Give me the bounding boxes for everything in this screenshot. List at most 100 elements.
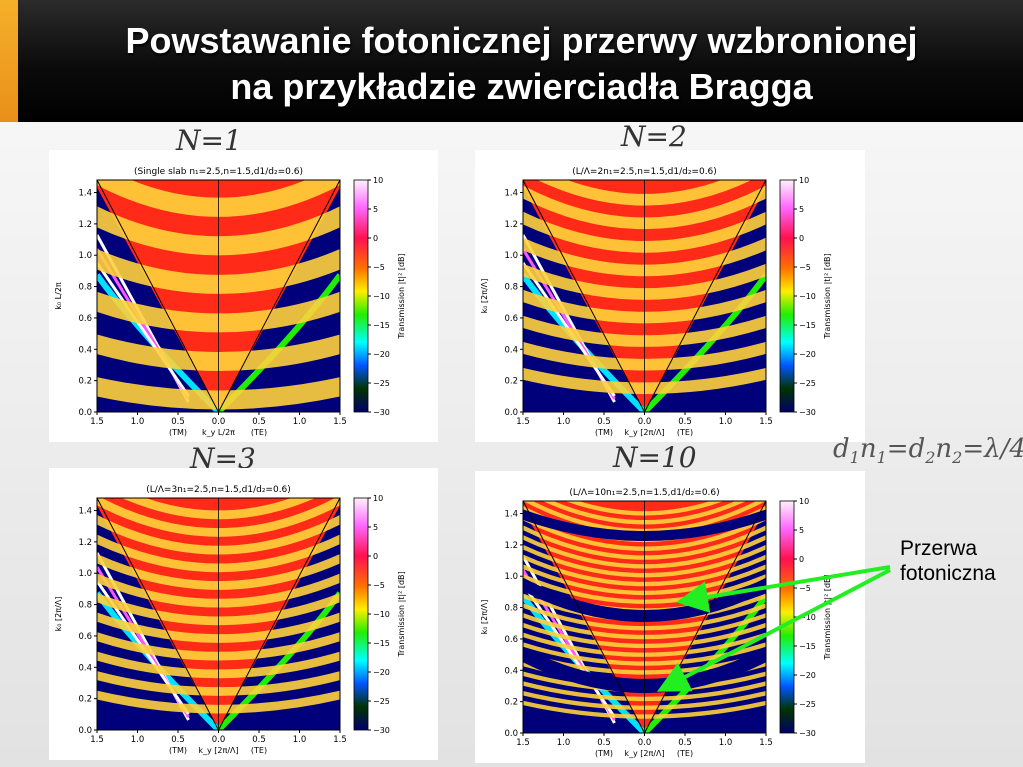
panel-4-n-label: N=10 bbox=[613, 441, 697, 474]
colorbar-tick-label: 0 bbox=[799, 234, 804, 243]
colorbar-tick-label: 5 bbox=[373, 523, 378, 532]
plot-title: (L/Λ=10n₁=2.5,n=1.5,d1/d₂=0.6) bbox=[569, 488, 719, 498]
annotation-line-2: fotoniczna bbox=[900, 562, 996, 585]
x-tick-label: 1.5 bbox=[516, 417, 530, 427]
x-tick-label: 0.5 bbox=[171, 417, 185, 427]
header-accent-bar bbox=[0, 0, 18, 122]
x-tick-label: 0.0 bbox=[212, 417, 226, 427]
y-tick-label: 0.8 bbox=[504, 604, 518, 614]
colorbar-tick-label: −30 bbox=[799, 408, 816, 417]
tm-label: (TM) bbox=[169, 746, 187, 755]
light-line-left bbox=[523, 501, 645, 733]
x-tick-label: 1.0 bbox=[557, 738, 571, 748]
plot-panel-1: (Single slab n₁=2.5,n=1.5,d1/d₂=0.6) 1.5 1… bbox=[49, 150, 438, 442]
y-axis-label: k₀ [2π/Λ] bbox=[480, 279, 489, 314]
colorbar-tick-label: −15 bbox=[799, 321, 816, 330]
y-tick-label: 1.2 bbox=[78, 538, 92, 548]
y-tick-label: 0.2 bbox=[78, 695, 92, 705]
y-tick-label: 1.4 bbox=[504, 189, 518, 199]
x-tick-label: 0.5 bbox=[597, 417, 611, 427]
y-tick-label: 0.6 bbox=[504, 314, 518, 324]
y-tick-label: 0.4 bbox=[78, 663, 92, 673]
transmission-map-n1: (Single slab n₁=2.5,n=1.5,d1/d₂=0.6) 1.5 1… bbox=[54, 167, 406, 437]
tm-label: (TM) bbox=[169, 428, 187, 437]
colorbar-tick-label: −15 bbox=[799, 642, 816, 651]
y-axis-label: k₀ [2π/Λ] bbox=[54, 597, 63, 632]
colorbar-tick-label: −5 bbox=[373, 263, 385, 272]
plot-area bbox=[523, 180, 766, 412]
light-line-right bbox=[218, 498, 340, 730]
colorbar-tick-label: −30 bbox=[373, 726, 390, 735]
y-tick-label: 0.2 bbox=[504, 377, 518, 387]
x-tick-label: 1.5 bbox=[759, 738, 773, 748]
y-tick-label: 0.0 bbox=[78, 408, 92, 418]
y-tick-label: 0.0 bbox=[504, 408, 518, 418]
x-tick-label: 1.0 bbox=[557, 417, 571, 427]
colorbar-tick-label: 0 bbox=[373, 234, 378, 243]
x-axis-label: k_y [2π/Λ] bbox=[624, 749, 664, 758]
y-tick-label: 0.8 bbox=[78, 283, 92, 293]
x-tick-label: 1.5 bbox=[333, 417, 347, 427]
transmission-map-n2: (L/Λ=2n₁=2.5,n=1.5,d1/d₂=0.6) 1.5 1.0 0.5 0.… bbox=[480, 167, 832, 437]
plot-area bbox=[97, 180, 340, 412]
x-tick-label: 1.5 bbox=[90, 417, 104, 427]
colorbar-tick-label: −25 bbox=[373, 697, 390, 706]
te-label: (TE) bbox=[677, 428, 693, 437]
annotation-line-1: Przerwa bbox=[900, 537, 978, 560]
colorbar-label: Transmission |t|² [dB] bbox=[823, 253, 832, 339]
y-tick-label: 0.2 bbox=[78, 377, 92, 387]
x-tick-label: 1.5 bbox=[90, 735, 104, 745]
light-line-left bbox=[97, 498, 219, 730]
te-label: (TE) bbox=[677, 749, 693, 758]
y-tick-label: 1.2 bbox=[504, 541, 518, 551]
x-tick-label: 1.0 bbox=[719, 738, 733, 748]
plot-title: (L/Λ=3n₁=2.5,n=1.5,d1/d₂=0.6) bbox=[146, 485, 291, 495]
colorbar-tick-label: 10 bbox=[373, 176, 383, 185]
y-tick-label: 1.0 bbox=[78, 569, 92, 579]
x-tick-label: 0.5 bbox=[252, 735, 266, 745]
y-tick-label: 1.2 bbox=[78, 220, 92, 230]
plot-area bbox=[97, 498, 340, 730]
colorbar-tick-label: 10 bbox=[799, 497, 809, 506]
x-tick-label: 1.0 bbox=[293, 735, 307, 745]
colorbar-tick-label: −20 bbox=[799, 350, 816, 359]
colorbar-tick-label: −20 bbox=[373, 350, 390, 359]
x-tick-label: 1.5 bbox=[516, 738, 530, 748]
x-tick-label: 1.0 bbox=[131, 417, 145, 427]
slide-header: Powstawanie fotonicznej przerwy wzbronio… bbox=[0, 0, 1023, 122]
tm-label: (TM) bbox=[595, 428, 613, 437]
colorbar-tick-label: −15 bbox=[373, 639, 390, 648]
colorbar-tick-label: −25 bbox=[799, 700, 816, 709]
colorbar-tick-label: −30 bbox=[799, 729, 816, 738]
tm-resonance-streak bbox=[97, 262, 190, 397]
colorbar-tick-label: 5 bbox=[799, 205, 804, 214]
colorbar-tick-label: 5 bbox=[373, 205, 378, 214]
slide-title-line-2: na przykładzie zwierciadła Bragga bbox=[230, 66, 813, 107]
x-tick-label: 1.0 bbox=[131, 735, 145, 745]
plot-title: (Single slab n₁=2.5,n=1.5,d1/d₂=0.6) bbox=[134, 167, 303, 177]
colorbar-tick-label: 5 bbox=[799, 526, 804, 535]
y-tick-label: 0.6 bbox=[78, 632, 92, 642]
colorbar-label: Transmission |t|² [dB] bbox=[397, 253, 406, 339]
colorbar-tick-label: 10 bbox=[799, 176, 809, 185]
photonic-gap-annotation: Przerwa fotoniczna bbox=[900, 536, 996, 586]
colorbar-tick-label: −10 bbox=[799, 292, 816, 301]
y-tick-label: 1.4 bbox=[504, 510, 518, 520]
y-tick-label: 1.0 bbox=[504, 572, 518, 582]
colorbar-tick-label: −30 bbox=[373, 408, 390, 417]
panel-2-n-label: N=2 bbox=[621, 120, 687, 153]
y-tick-label: 0.4 bbox=[504, 345, 518, 355]
y-tick-label: 0.4 bbox=[78, 345, 92, 355]
light-line-left bbox=[97, 180, 219, 412]
y-tick-label: 0.0 bbox=[504, 729, 518, 739]
y-tick-label: 1.2 bbox=[504, 220, 518, 230]
y-axis-label: k₀ [2π/Λ] bbox=[480, 600, 489, 635]
y-tick-label: 0.0 bbox=[78, 726, 92, 736]
arrow-to-upper-gap bbox=[676, 565, 891, 613]
x-tick-label: 1.5 bbox=[759, 417, 773, 427]
colorbar-label: Transmission |t|² [dB] bbox=[823, 574, 832, 660]
colorbar-tick-label: 0 bbox=[799, 555, 804, 564]
te-label: (TE) bbox=[251, 746, 267, 755]
plot-panel-3: (L/Λ=3n₁=2.5,n=1.5,d1/d₂=0.6) 1.5 1.0 0.5 0.… bbox=[49, 468, 438, 760]
